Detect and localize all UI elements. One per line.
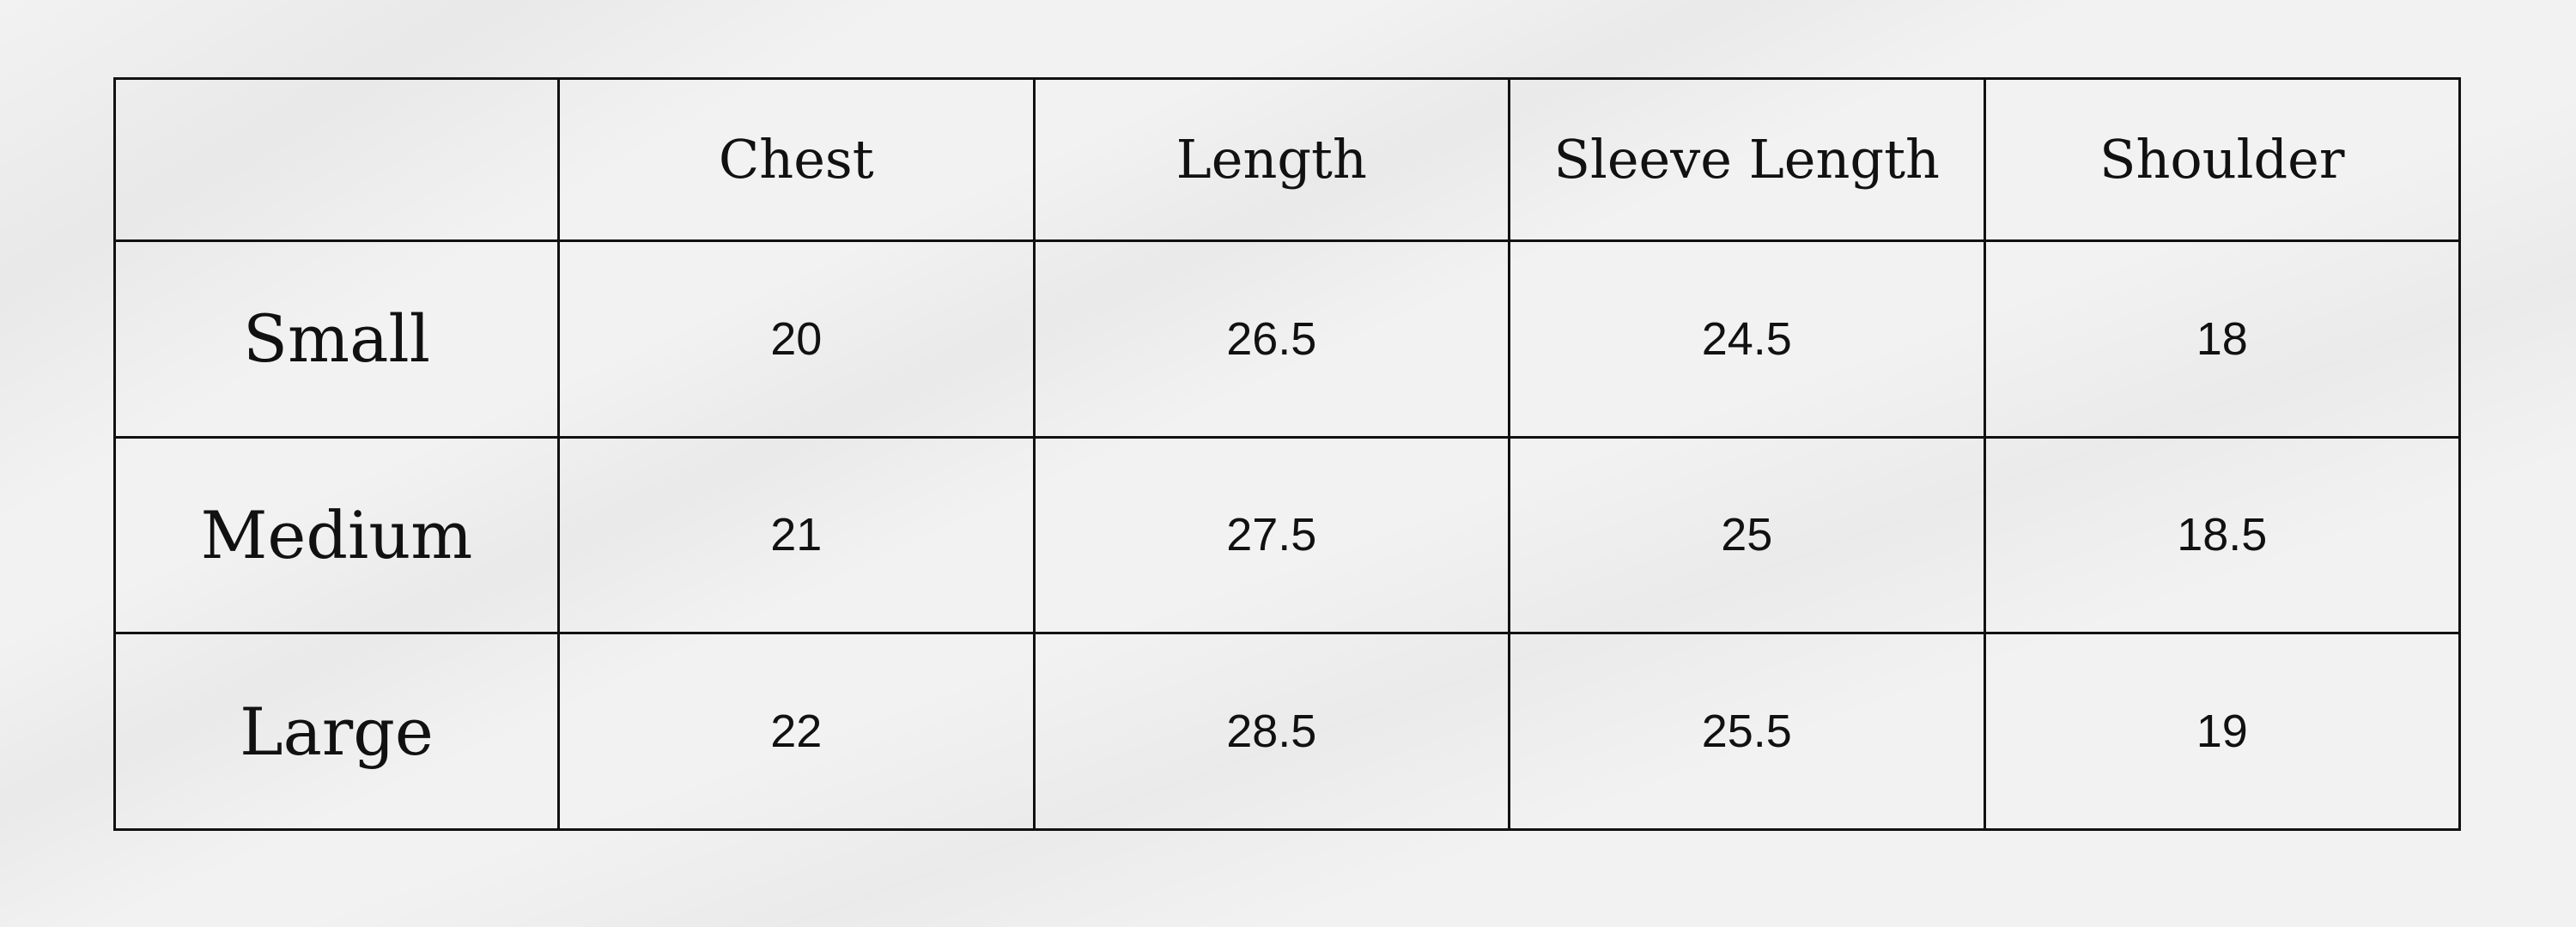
cell-value: 18.5 bbox=[1983, 435, 2461, 635]
row-label: Large bbox=[113, 632, 560, 831]
cell-value: 20 bbox=[557, 239, 1036, 439]
cell-value: 25 bbox=[1508, 435, 1986, 635]
header-length: Length bbox=[1032, 77, 1510, 242]
cell-value: 25.5 bbox=[1508, 632, 1986, 831]
cell-value: 19 bbox=[1983, 632, 2461, 831]
row-label: Small bbox=[113, 239, 560, 439]
header-corner bbox=[113, 77, 560, 242]
table-row: Medium 21 27.5 25 18.5 bbox=[113, 435, 2461, 635]
cell-value: 26.5 bbox=[1032, 239, 1510, 439]
header-sleeve-length: Sleeve Length bbox=[1508, 77, 1986, 242]
cell-value: 21 bbox=[557, 435, 1036, 635]
row-label: Medium bbox=[113, 435, 560, 635]
cell-value: 18 bbox=[1983, 239, 2461, 439]
cell-value: 22 bbox=[557, 632, 1036, 831]
table-row: Small 20 26.5 24.5 18 bbox=[113, 239, 2461, 439]
header-chest: Chest bbox=[557, 77, 1036, 242]
cell-value: 28.5 bbox=[1032, 632, 1510, 831]
size-chart-table: Chest Length Sleeve Length Shoulder Smal… bbox=[113, 77, 2461, 831]
table-row: Large 22 28.5 25.5 19 bbox=[113, 632, 2461, 831]
cell-value: 24.5 bbox=[1508, 239, 1986, 439]
header-shoulder: Shoulder bbox=[1983, 77, 2461, 242]
header-row: Chest Length Sleeve Length Shoulder bbox=[113, 77, 2461, 242]
cell-value: 27.5 bbox=[1032, 435, 1510, 635]
